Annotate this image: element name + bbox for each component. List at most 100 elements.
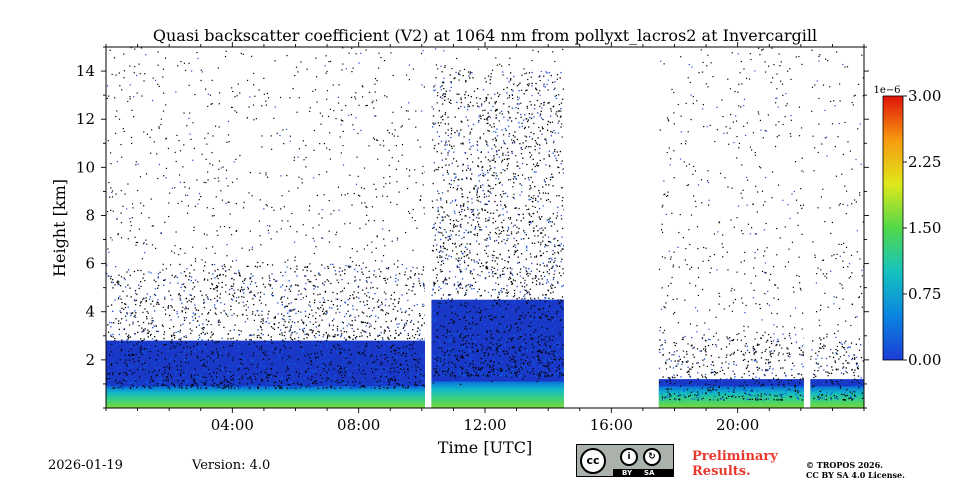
noise-pixel bbox=[443, 77, 445, 79]
noise-pixel bbox=[310, 270, 312, 272]
noise-pixel bbox=[467, 354, 469, 356]
noise-pixel bbox=[247, 379, 249, 381]
noise-pixel bbox=[213, 382, 216, 385]
noise-pixel bbox=[424, 385, 426, 387]
noise-pixel bbox=[232, 379, 234, 382]
noise-pixel bbox=[436, 151, 438, 153]
noise-pixel bbox=[545, 142, 548, 144]
noise-pixel bbox=[683, 388, 686, 391]
noise-pixel bbox=[857, 365, 859, 367]
noise-pixel bbox=[512, 372, 514, 374]
noise-pixel bbox=[197, 372, 199, 374]
noise-pixel bbox=[531, 242, 533, 244]
noise-pixel bbox=[436, 280, 439, 282]
noise-pixel bbox=[483, 352, 485, 354]
noise-pixel bbox=[768, 367, 771, 370]
noise-pixel bbox=[465, 354, 468, 356]
noise-pixel bbox=[369, 332, 371, 335]
noise-pixel bbox=[481, 329, 483, 331]
noise-pixel bbox=[496, 347, 498, 349]
noise-pixel bbox=[733, 389, 735, 391]
noise-pixel bbox=[436, 371, 438, 373]
noise-pixel bbox=[216, 290, 218, 292]
noise-pixel bbox=[231, 365, 233, 368]
noise-pixel bbox=[520, 363, 522, 365]
noise-pixel bbox=[780, 396, 782, 398]
noise-pixel bbox=[497, 357, 499, 359]
noise-pixel bbox=[471, 284, 473, 287]
noise-pixel bbox=[791, 374, 793, 377]
noise-pixel bbox=[328, 375, 330, 378]
noise-pixel bbox=[390, 294, 393, 296]
noise-pixel bbox=[177, 376, 180, 379]
noise-pixel bbox=[553, 129, 555, 132]
noise-pixel bbox=[432, 122, 434, 124]
noise-pixel bbox=[532, 359, 534, 361]
noise-pixel bbox=[470, 373, 472, 376]
noise-pixel bbox=[464, 362, 467, 364]
noise-pixel bbox=[825, 357, 828, 360]
noise-pixel bbox=[543, 85, 545, 87]
noise-pixel bbox=[125, 286, 127, 288]
noise-pixel bbox=[693, 346, 695, 349]
noise-pixel bbox=[132, 355, 134, 357]
noise-pixel bbox=[261, 329, 263, 331]
noise-pixel bbox=[447, 173, 450, 175]
noise-pixel bbox=[739, 385, 741, 387]
noise-pixel bbox=[473, 327, 475, 329]
noise-pixel bbox=[341, 348, 343, 350]
noise-pixel bbox=[536, 99, 539, 102]
noise-pixel bbox=[493, 171, 495, 174]
noise-pixel bbox=[460, 344, 462, 346]
noise-pixel bbox=[450, 99, 452, 101]
noise-pixel bbox=[492, 289, 494, 291]
noise-pixel bbox=[126, 271, 128, 273]
noise-pixel bbox=[530, 315, 532, 317]
noise-pixel bbox=[190, 301, 192, 303]
noise-pixel bbox=[558, 345, 560, 347]
noise-pixel bbox=[483, 354, 486, 357]
noise-pixel bbox=[284, 326, 287, 329]
noise-pixel bbox=[560, 115, 562, 117]
noise-pixel bbox=[683, 356, 685, 358]
noise-pixel bbox=[434, 358, 436, 360]
noise-pixel bbox=[471, 322, 474, 324]
noise-pixel bbox=[666, 117, 668, 119]
noise-pixel bbox=[510, 272, 512, 275]
noise-pixel bbox=[462, 343, 465, 346]
noise-pixel bbox=[513, 361, 515, 363]
noise-pixel bbox=[511, 358, 513, 360]
noise-pixel bbox=[142, 321, 145, 324]
noise-pixel bbox=[466, 328, 468, 331]
noise-pixel bbox=[326, 371, 328, 374]
noise-pixel bbox=[513, 176, 515, 178]
noise-pixel bbox=[340, 341, 342, 344]
noise-pixel bbox=[449, 74, 451, 76]
noise-pixel bbox=[328, 359, 330, 361]
noise-pixel bbox=[702, 348, 705, 350]
noise-pixel bbox=[309, 305, 312, 308]
noise-pixel bbox=[237, 350, 239, 352]
noise-pixel bbox=[778, 399, 780, 401]
noise-pixel bbox=[706, 386, 708, 388]
noise-pixel bbox=[287, 297, 289, 299]
noise-pixel bbox=[119, 310, 121, 312]
noise-pixel bbox=[464, 302, 466, 304]
noise-pixel bbox=[761, 369, 763, 371]
noise-pixel bbox=[353, 377, 356, 380]
noise-pixel bbox=[766, 369, 768, 371]
noise-pixel bbox=[448, 340, 450, 342]
noise-pixel bbox=[360, 321, 363, 323]
noise-pixel bbox=[347, 304, 349, 306]
noise-pixel bbox=[495, 363, 497, 365]
noise-pixel bbox=[499, 336, 501, 338]
noise-pixel bbox=[666, 359, 668, 361]
noise-pixel bbox=[291, 374, 294, 376]
noise-pixel bbox=[394, 379, 397, 381]
noise-pixel bbox=[459, 74, 461, 76]
noise-pixel bbox=[415, 369, 417, 372]
noise-pixel bbox=[368, 276, 370, 279]
noise-pixel bbox=[480, 294, 483, 297]
noise-pixel bbox=[340, 368, 343, 370]
